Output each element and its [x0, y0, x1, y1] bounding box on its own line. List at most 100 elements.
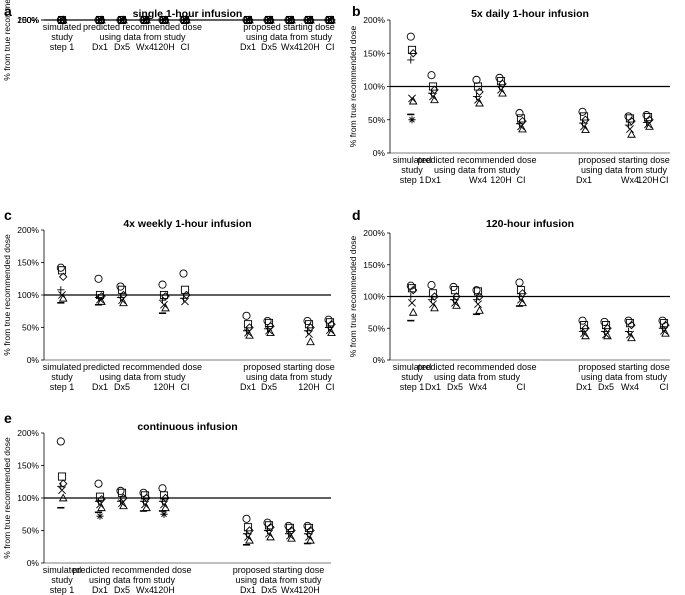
- x-tick-label-predicted: Wx4: [469, 382, 487, 392]
- x-tick-label-predicted: Dx1: [92, 585, 108, 595]
- data-point-predicted: [474, 300, 482, 309]
- panel-letter: e: [4, 410, 12, 426]
- y-tick-label: 50%: [368, 115, 385, 125]
- x-group-label-predicted: predicted recommended dose: [83, 22, 202, 32]
- y-tick-label: 100%: [17, 493, 39, 503]
- x-group-label-simulated: step 1: [50, 585, 75, 595]
- y-tick-label: 0%: [27, 15, 40, 25]
- data-point-predicted: [161, 303, 170, 312]
- data-point-predicted: [94, 479, 103, 488]
- data-point-predicted: [96, 500, 104, 509]
- data-point-proposed: [304, 523, 314, 532]
- y-tick-label: 150%: [17, 15, 39, 25]
- data-point-proposed: [578, 316, 587, 325]
- data-point-proposed: [245, 330, 254, 339]
- data-point-proposed: [580, 329, 588, 338]
- x-tick-label-proposed: Dx5: [261, 585, 277, 595]
- y-tick-label: 0%: [27, 355, 40, 365]
- data-point-proposed: [581, 125, 590, 134]
- data-point-simulated: [408, 49, 418, 58]
- data-point-proposed: [324, 323, 333, 332]
- x-tick-label-proposed: Dx1: [240, 382, 256, 392]
- x-tick-label-predicted: CI: [517, 382, 526, 392]
- panel-title: 5x daily 1-hour infusion: [471, 8, 589, 20]
- data-point-predicted: [452, 300, 461, 309]
- data-point-predicted: [472, 286, 481, 295]
- x-group-label-simulated: study: [401, 372, 423, 382]
- x-tick-label-predicted: 120H: [490, 175, 512, 185]
- data-point-predicted: [497, 85, 505, 94]
- data-point-simulated: [58, 293, 68, 302]
- x-group-label-simulated: simulated: [393, 155, 432, 165]
- panel-title: continuous infusion: [137, 421, 237, 433]
- data-point-predicted: [158, 484, 167, 493]
- data-point-predicted: [160, 500, 168, 509]
- data-point-predicted: [427, 71, 436, 80]
- x-group-label-predicted: using data from study: [434, 372, 521, 382]
- data-point-simulated: [406, 32, 415, 41]
- y-tick-label: 200%: [17, 15, 39, 25]
- data-point-proposed: [579, 112, 589, 121]
- x-group-label-predicted: using data from study: [89, 575, 176, 585]
- x-tick-label-proposed: 120H: [298, 42, 320, 52]
- data-point-proposed: [242, 514, 251, 523]
- data-point-proposed: [627, 129, 636, 138]
- x-group-label-simulated: study: [51, 32, 73, 42]
- x-group-label-proposed: using data from study: [235, 575, 322, 585]
- data-point-proposed: [264, 318, 274, 328]
- data-point-simulated: [407, 292, 415, 301]
- data-point-simulated: [408, 96, 418, 105]
- x-group-label-simulated: step 1: [50, 42, 75, 52]
- x-tick-label-predicted: Wx4: [136, 42, 154, 52]
- x-group-label-predicted: predicted recommended dose: [72, 565, 191, 575]
- x-tick-label-predicted: 120H: [153, 585, 175, 595]
- data-point-predicted: [474, 95, 482, 104]
- data-point-predicted: [427, 281, 436, 290]
- x-group-label-simulated: step 1: [400, 382, 425, 392]
- x-tick-label-proposed: Dx5: [261, 42, 277, 52]
- data-point-proposed: [658, 324, 667, 332]
- x-tick-label-predicted: Dx1: [425, 382, 441, 392]
- data-point-predicted: [158, 296, 167, 304]
- data-point-proposed: [660, 326, 668, 335]
- data-point-predicted: [97, 292, 106, 301]
- x-group-label-proposed: proposed starting dose: [578, 155, 670, 165]
- x-tick-label-predicted: Dx5: [447, 382, 463, 392]
- y-axis-title: % from true recommended dose: [2, 234, 12, 356]
- data-point-proposed: [661, 328, 670, 337]
- data-point-predicted: [450, 286, 460, 295]
- data-point-predicted: [517, 122, 525, 131]
- x-group-label-simulated: simulated: [393, 362, 432, 372]
- x-group-label-predicted: predicted recommended dose: [417, 362, 536, 372]
- x-group-label-proposed: proposed starting dose: [243, 22, 335, 32]
- data-point-simulated: [57, 286, 65, 294]
- data-point-predicted: [179, 269, 188, 278]
- x-group-label-proposed: using data from study: [581, 165, 668, 175]
- x-tick-label-predicted: Dx1: [92, 42, 108, 52]
- data-point-simulated: [56, 263, 65, 272]
- data-point-proposed: [242, 311, 251, 320]
- y-tick-label: 200%: [17, 428, 39, 438]
- y-tick-label: 0%: [373, 148, 386, 158]
- data-point-predicted: [96, 512, 104, 520]
- data-point-predicted: [140, 491, 150, 500]
- x-tick-label-proposed: 120H: [298, 382, 320, 392]
- x-group-label-simulated: step 1: [400, 175, 425, 185]
- data-point-predicted: [116, 294, 125, 302]
- data-point-proposed: [645, 121, 654, 130]
- x-tick-label-proposed: Wx4: [281, 42, 299, 52]
- x-tick-label-proposed: Dx1: [240, 42, 256, 52]
- data-point-simulated: [408, 307, 418, 316]
- data-point-predicted: [428, 82, 438, 91]
- data-point-predicted: [118, 296, 126, 305]
- x-tick-label-predicted: 120H: [153, 42, 175, 52]
- y-tick-label: 50%: [22, 15, 39, 25]
- data-point-proposed: [263, 526, 272, 535]
- x-group-label-simulated: study: [51, 575, 73, 585]
- y-tick-label: 50%: [368, 323, 385, 333]
- data-point-predicted: [119, 298, 128, 307]
- x-tick-label-proposed: CI: [326, 382, 335, 392]
- x-tick-label-proposed: Wx4: [281, 585, 299, 595]
- data-point-proposed: [601, 321, 611, 330]
